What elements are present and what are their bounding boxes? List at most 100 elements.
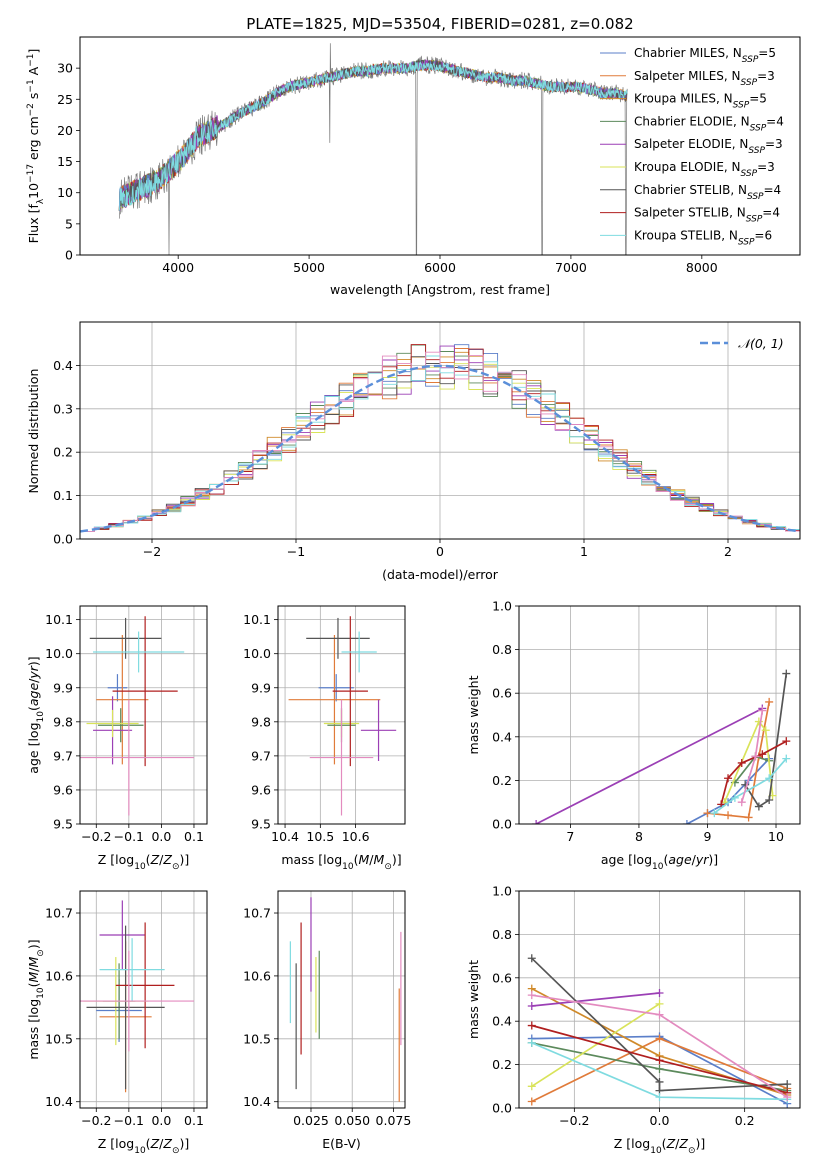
y-axis-label: mass [log10(M/M⊙)] (26, 939, 46, 1059)
label-part: SSP (738, 237, 755, 247)
label-part: / (26, 967, 41, 972)
x-tick-label: −0.2 (559, 1113, 589, 1128)
y-tick-label: 10.7 (45, 906, 73, 921)
label-part: 10 (36, 711, 46, 723)
legend-label: Chabrier STELIB, NSSP=4 (634, 183, 781, 202)
label-part: 10 (134, 1146, 146, 1156)
x-tick-label: 0.1 (184, 1113, 204, 1128)
weight-line (713, 758, 787, 814)
y-tick-label: 25 (57, 92, 73, 107)
x-tick-label: 8000 (686, 260, 718, 275)
axes-frame: 4000 5000 6000 7000 8000 0 5 10 15 20 25 30 Chabrier… (57, 36, 801, 275)
x-tick-label: 2 (724, 544, 732, 559)
weight-marker (527, 1082, 536, 1091)
label-part: mass [log (281, 852, 342, 867)
y-tick-label: 0.8 (492, 642, 512, 657)
label-part: Chabrier MILES, N (634, 46, 742, 60)
axes-border (518, 605, 801, 825)
weight-marker (758, 706, 767, 715)
y-tick-label: 10.6 (243, 968, 271, 983)
label-part: Z (666, 1136, 676, 1151)
weight-marker (751, 752, 760, 761)
y-tick-label: 9.5 (251, 817, 271, 832)
axes-frame: 10.4 10.5 10.6 9.5 9.6 9.7 9.8 9.9 10.0 10.1 (243, 605, 406, 844)
x-tick-label: −0.1 (114, 1113, 144, 1128)
x-tick-label: 0.0 (650, 1113, 670, 1128)
label-part: SSP (741, 78, 758, 88)
axes-frame: 0.025 0.050 0.075 10.4 10.5 10.6 10.7 (243, 890, 411, 1128)
x-axis-label: age [log10(age/yr)] (601, 852, 718, 872)
label-part: )] (179, 852, 189, 867)
y-tick-label: 1.0 (492, 884, 512, 899)
y-tick-label: 9.8 (53, 714, 73, 729)
y-axis-label: mass weight (466, 675, 481, 754)
label-part: M (26, 972, 41, 983)
weight-marker (724, 774, 733, 783)
label-part: s (26, 93, 41, 104)
x-tick-label: 10 (768, 829, 784, 844)
label-part: ( (662, 1136, 667, 1151)
y-tick-label: 0.6 (492, 970, 512, 985)
y-tick-label: 0.8 (492, 927, 512, 942)
label-part: M (374, 852, 385, 867)
weight-line (531, 957, 788, 1092)
x-axis-label: wavelength [Angstrom, rest frame] (330, 282, 550, 297)
label-part: )] (26, 939, 41, 949)
mass-age-panel: 10.4 10.5 10.6 9.5 9.6 9.7 9.8 9.9 10.0 10.1 mass … (243, 605, 406, 872)
spectrum-panel: 4000 5000 6000 7000 8000 0 5 10 15 20 25 30 Chabrier… (26, 36, 801, 297)
label-part: yr (695, 852, 709, 867)
label-part: / (159, 852, 164, 867)
x-tick-label: 0.050 (334, 1113, 370, 1128)
label-part: =3 (765, 137, 783, 151)
label-part: SSP (733, 101, 750, 111)
weight-marker (703, 809, 712, 818)
y-tick-label: 30 (57, 61, 73, 76)
y-tick-label: 0.3 (53, 401, 73, 416)
plot-area (288, 616, 397, 816)
axes-frame: −0.2 −0.1 0.0 0.1 10.4 10.5 10.6 10.7 (45, 890, 208, 1128)
label-part: =5 (749, 92, 767, 106)
label-part: Z (150, 1136, 160, 1151)
x-tick-label: 1 (580, 544, 588, 559)
label-part: ( (26, 983, 41, 988)
weight-line (744, 673, 788, 808)
axes-border (79, 605, 208, 825)
x-tick-label: −1 (287, 544, 305, 559)
label-part: )] (26, 656, 41, 666)
label-part: SSP (748, 146, 765, 156)
weight-marker (758, 750, 767, 759)
y-tick-label: 0.6 (492, 686, 512, 701)
weight-line (531, 992, 660, 1007)
label-part: SSP (747, 192, 764, 202)
y-axis-label: Normed distribution (26, 369, 41, 494)
legend-label: Salpeter ELODIE, NSSP=3 (634, 137, 783, 156)
y-tick-label: 9.8 (251, 714, 271, 729)
z-age-panel: −0.2 −0.1 0.0 0.1 9.5 9.6 9.7 9.8 9.9 10.0 10.1 Z [… (26, 605, 208, 872)
y-tick-label: 5 (65, 216, 73, 231)
weight-marker (782, 737, 791, 746)
weight-marker (730, 793, 739, 802)
label-part: ( (663, 852, 668, 867)
label-part: ⊙ (172, 862, 180, 872)
label-part: Flux [f (26, 204, 41, 244)
x-tick-label: 0.1 (184, 829, 204, 844)
label-part: / (26, 678, 41, 683)
y-tick-label: 0.2 (53, 445, 73, 460)
label-part: SSP (750, 123, 767, 133)
label-part: Salpeter MILES, N (634, 69, 741, 83)
y-axis-label: Flux [fλ10−17 erg cm−2 s−1 A−1] (26, 49, 46, 244)
x-axis-label: Z [log10(Z/Z⊙)] (98, 1136, 190, 1156)
label-part: mass [log (26, 999, 41, 1060)
axes-frame: −0.2 −0.1 0.0 0.1 9.5 9.6 9.7 9.8 9.9 10.0 10.1 (45, 605, 208, 844)
gaussian-curve (80, 364, 800, 533)
plot-area (80, 344, 800, 533)
label-part: M (359, 852, 370, 867)
label-part: Kroupa MILES, N (634, 92, 733, 106)
histogram-step (80, 351, 800, 533)
y-tick-label: 0.0 (53, 532, 73, 547)
x-tick-label: 5000 (293, 260, 325, 275)
label-part: M (26, 956, 41, 967)
axes-frame: −0.2 0.0 0.2 0.0 0.2 0.4 0.6 0.8 1.0 (492, 884, 801, 1128)
legend-label: Chabrier MILES, NSSP=5 (634, 46, 776, 65)
weight-marker (682, 820, 691, 824)
